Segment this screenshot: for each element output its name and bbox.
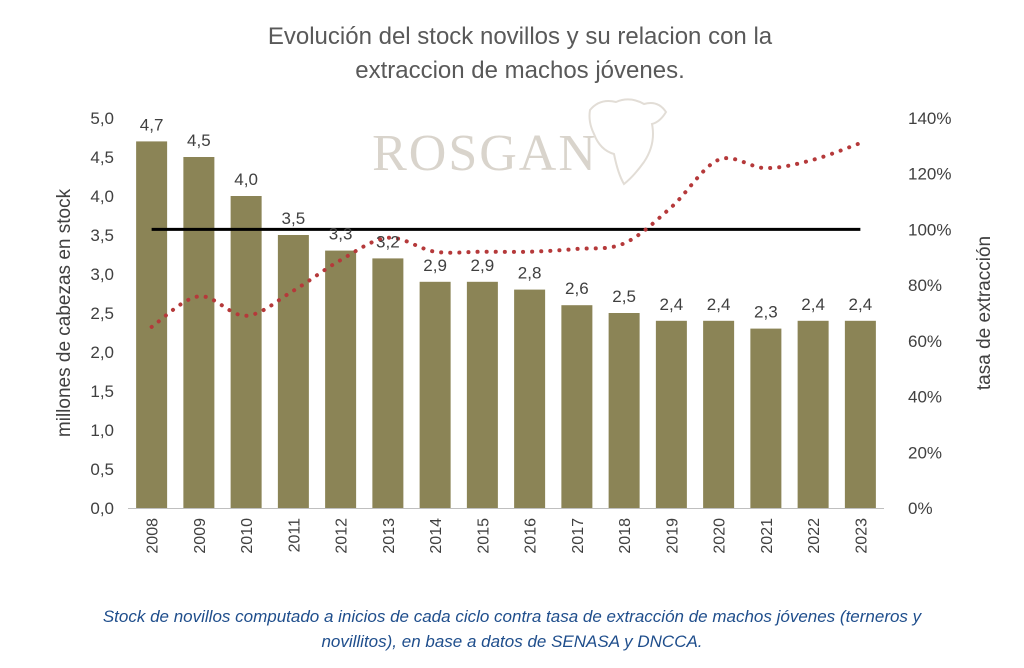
data-label-2012: 3,3 (329, 225, 353, 244)
bar-2014 (419, 281, 451, 508)
x-tick-2012: 2012 (334, 518, 351, 554)
y-left-tick-8: 4,0 (90, 187, 114, 206)
y-left-tick-4: 2,0 (90, 343, 114, 362)
data-label-2015: 2,9 (471, 256, 495, 275)
combo-chart: ROSGAN Evolución del stock novillos y su … (54, 23, 995, 554)
data-label-2013: 3,2 (376, 232, 400, 251)
x-tick-2011: 2011 (286, 518, 303, 553)
data-label-2016: 2,8 (518, 264, 542, 283)
caption-line-2: novillitos), en base a datos de SENASA y… (321, 632, 703, 651)
bar-2023 (844, 320, 876, 508)
x-tick-2016: 2016 (523, 518, 540, 554)
x-tick-2023: 2023 (853, 518, 870, 554)
data-label-2017: 2,6 (565, 279, 589, 298)
bar-2020 (703, 320, 735, 508)
x-tick-2019: 2019 (664, 518, 681, 554)
x-tick-2022: 2022 (806, 518, 823, 554)
extraction-rate-line (149, 141, 863, 329)
chart-title-line-2: extraccion de machos jóvenes. (355, 57, 685, 84)
bar-2022 (797, 320, 829, 508)
figure-caption: Stock de novillos computado a inicios de… (0, 604, 1024, 654)
y-right-tick-5: 100% (908, 220, 951, 239)
y-left-tick-2: 1,0 (90, 421, 114, 440)
y-right-tick-1: 20% (908, 443, 942, 462)
bar-2013 (372, 258, 404, 508)
y-left-tick-9: 4,5 (90, 148, 114, 167)
bar-2009 (183, 157, 215, 508)
y-left-tick-6: 3,0 (90, 265, 114, 284)
x-tick-2021: 2021 (759, 518, 776, 554)
y-right-tick-2: 40% (908, 388, 942, 407)
watermark-bull-icon (588, 98, 668, 186)
y-right-tick-7: 140% (908, 109, 951, 128)
y-right-tick-4: 80% (908, 276, 942, 295)
y-left-tick-7: 3,5 (90, 226, 114, 245)
data-label-2021: 2,3 (754, 303, 778, 322)
y-right-tick-0: 0% (908, 499, 933, 518)
data-label-2014: 2,9 (423, 256, 447, 275)
bar-2008 (136, 141, 168, 508)
bar-2017 (561, 305, 593, 508)
caption-line-1: Stock de novillos computado a inicios de… (102, 607, 922, 626)
chart-title-line-1: Evolución del stock novillos y su relaci… (268, 23, 773, 50)
data-label-2008: 4,7 (140, 115, 164, 134)
data-label-2018: 2,5 (612, 287, 636, 306)
bar-2012 (325, 250, 357, 508)
y-right-tick-6: 120% (908, 165, 951, 184)
bar-2018 (608, 313, 640, 508)
y-left-tick-0: 0,0 (90, 499, 114, 518)
bar-2015 (466, 281, 498, 508)
data-label-2019: 2,4 (660, 295, 684, 314)
data-label-2022: 2,4 (801, 295, 825, 314)
watermark-logo-text: ROSGAN (372, 125, 598, 182)
data-label-2009: 4,5 (187, 131, 211, 150)
x-tick-2010: 2010 (239, 518, 256, 554)
x-tick-2009: 2009 (192, 518, 209, 554)
y-right-axis-label: tasa de extracción (974, 236, 995, 390)
y-left-tick-3: 1,5 (90, 382, 114, 401)
y-left-tick-1: 0,5 (90, 460, 114, 479)
x-tick-2018: 2018 (617, 518, 634, 554)
x-tick-2017: 2017 (570, 518, 587, 554)
data-label-2020: 2,4 (707, 295, 731, 314)
y-left-tick-10: 5,0 (90, 109, 114, 128)
x-tick-2014: 2014 (428, 518, 445, 554)
data-label-2023: 2,4 (849, 295, 873, 314)
bar-2021 (750, 328, 782, 508)
bar-2011 (277, 235, 309, 508)
y-right-tick-3: 60% (908, 332, 942, 351)
bar-2010 (230, 196, 262, 508)
x-tick-2020: 2020 (712, 518, 729, 554)
y-left-axis-label: millones de cabezas en stock (54, 188, 75, 437)
data-label-2011: 3,5 (282, 209, 306, 228)
x-tick-2008: 2008 (145, 518, 162, 554)
bar-2019 (655, 320, 687, 508)
chart-area: ROSGAN Evolución del stock novillos y su … (54, 23, 995, 554)
x-tick-2013: 2013 (381, 518, 398, 554)
y-left-tick-5: 2,5 (90, 304, 114, 323)
bar-2016 (514, 289, 546, 508)
data-label-2010: 4,0 (234, 170, 258, 189)
x-tick-2015: 2015 (475, 518, 492, 554)
